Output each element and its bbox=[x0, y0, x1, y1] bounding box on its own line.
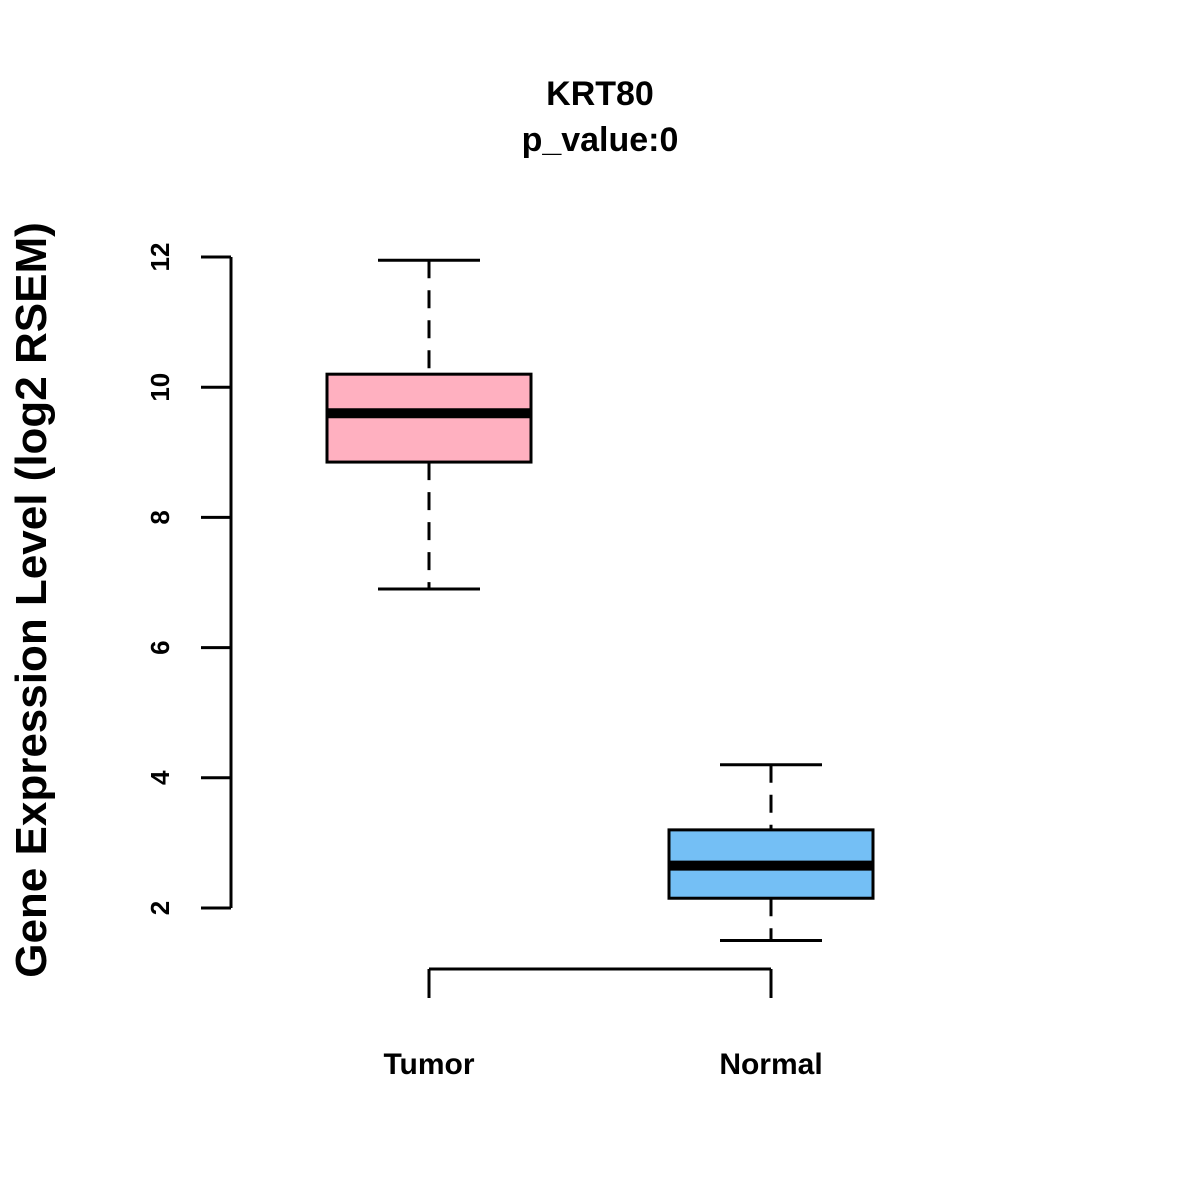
y-tick-label: 10 bbox=[145, 373, 175, 402]
boxes-group bbox=[325, 258, 875, 943]
chart-title: KRT80 bbox=[546, 75, 654, 113]
category-label-normal: Normal bbox=[719, 1048, 822, 1081]
category-labels: Tumor Normal bbox=[383, 1048, 822, 1081]
y-tick-label: 12 bbox=[145, 243, 175, 272]
y-axis-label: Gene Expression Level (log2 RSEM) bbox=[7, 222, 56, 978]
y-axis: 2 4 6 8 10 12 bbox=[145, 243, 233, 915]
comparison-bracket bbox=[427, 967, 773, 998]
y-tick-label: 8 bbox=[145, 510, 175, 524]
y-tick-label: 4 bbox=[145, 770, 175, 785]
box-normal bbox=[667, 763, 875, 943]
y-tick-label: 6 bbox=[145, 640, 175, 654]
chart-subtitle: p_value:0 bbox=[522, 121, 679, 159]
category-label-tumor: Tumor bbox=[383, 1048, 474, 1081]
box-tumor bbox=[325, 258, 533, 591]
y-tick-label: 2 bbox=[145, 901, 175, 915]
